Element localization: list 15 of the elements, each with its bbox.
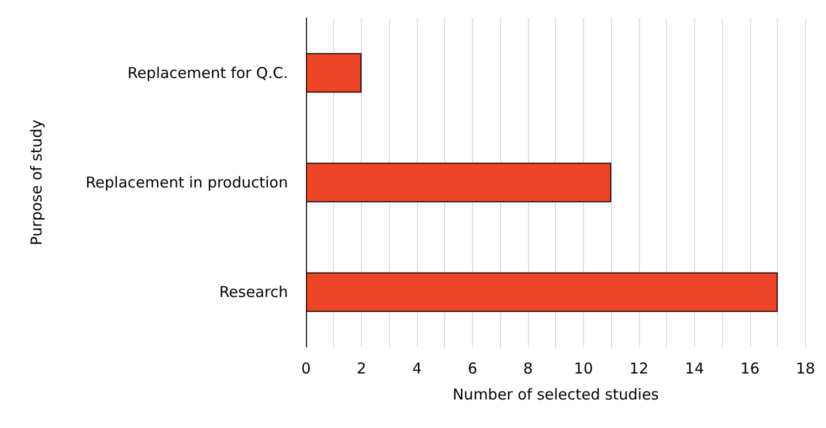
x-tick-label: 16 [740, 360, 760, 378]
x-axis-title: Number of selected studies [452, 386, 660, 404]
x-tick-label: 2 [356, 360, 366, 378]
x-tick-label: 6 [468, 360, 478, 378]
y-tick-label: Replacement for Q.C. [127, 64, 288, 82]
x-tick-label: 18 [796, 360, 816, 378]
x-tick-label: 12 [629, 360, 649, 378]
x-tick-label: 14 [684, 360, 704, 378]
x-tick-label: 4 [412, 360, 422, 378]
y-axis-title: Purpose of study [28, 119, 46, 246]
x-tick-label: 10 [574, 360, 594, 378]
x-tick-label: 8 [523, 360, 533, 378]
x-tick-label: 0 [301, 360, 311, 378]
y-tick-label: Replacement in production [86, 174, 288, 192]
y-tick-label: Research [219, 283, 288, 302]
